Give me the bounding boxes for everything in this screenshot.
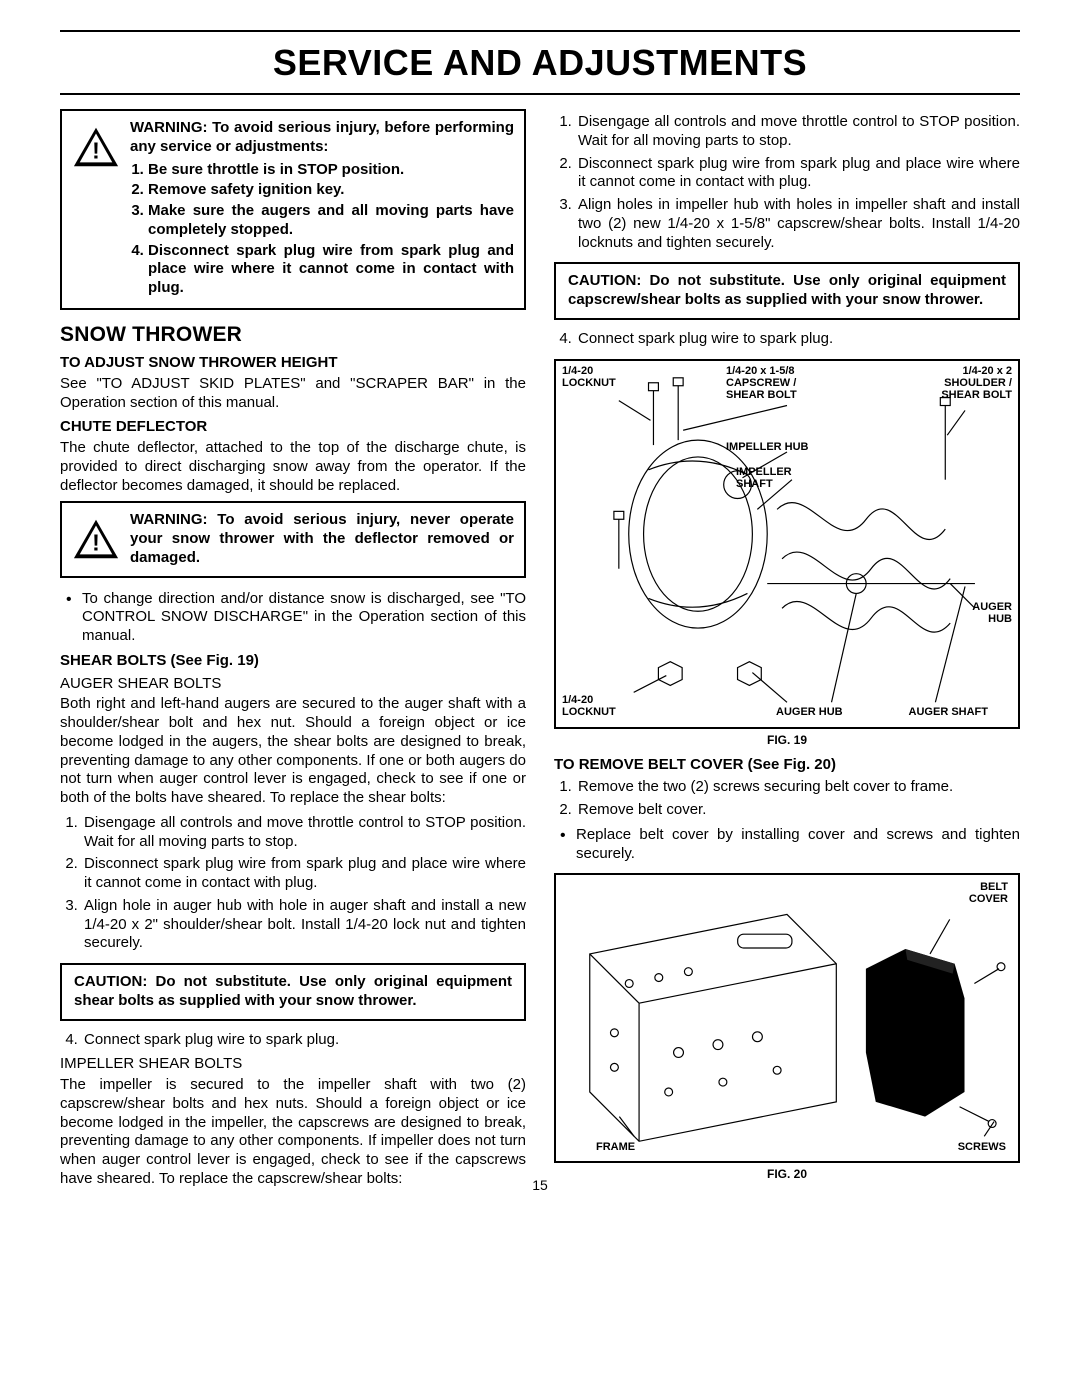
title-bottom-rule (60, 93, 1020, 95)
warning-main-box: ! WARNING: To avoid serious injury, befo… (60, 109, 526, 310)
step-item: Connect spark plug wire to spark plug. (576, 330, 1020, 349)
fig20-label-frame: FRAME (596, 1141, 635, 1153)
fig19-label-locknut-top: 1/4-20 LOCKNUT (562, 365, 616, 389)
warning-item: Make sure the augers and all moving part… (148, 202, 514, 240)
warning-item: Remove safety ignition key. (148, 181, 514, 200)
heading-shear-bolts: SHEAR BOLTS (See Fig. 19) (60, 652, 526, 671)
caution-auger-box: CAUTION: Do not substitute. Use only ori… (60, 963, 526, 1021)
warning-main-body: WARNING: To avoid serious injury, before… (130, 119, 514, 300)
auger-shear-body: Both right and left-hand augers are secu… (60, 695, 526, 808)
step-item: Connect spark plug wire to spark plug. (82, 1031, 526, 1050)
fig19-label-shoulder: 1/4-20 x 2 SHOULDER / SHEAR BOLT (941, 365, 1012, 401)
caution-impeller-box: CAUTION: Do not substitute. Use only ori… (554, 262, 1020, 320)
auger-step4-list: Connect spark plug wire to spark plug. (82, 1031, 526, 1050)
heading-belt-cover: TO REMOVE BELT COVER (See Fig. 20) (554, 756, 1020, 775)
section-snow-thrower: Snow Thrower (60, 322, 526, 348)
fig19-caption: FIG. 19 (554, 733, 1020, 748)
page-title: Service And Adjustments (60, 36, 1020, 87)
impeller-shear-body: The impeller is secured to the impeller … (60, 1076, 526, 1189)
warning-deflector-text: WARNING: To avoid serious injury, never … (130, 511, 514, 567)
figure-19-box: 1/4-20 LOCKNUT 1/4-20 x 1-5/8 CAPSCREW /… (554, 359, 1020, 729)
step-item: Disengage all controls and move throttle… (82, 814, 526, 852)
body-adjust-height: See "TO ADJUST SKID PLATES" and "SCRAPER… (60, 375, 526, 413)
two-column-layout: ! WARNING: To avoid serious injury, befo… (60, 109, 1020, 1195)
warning-item: Be sure throttle is in STOP position. (148, 161, 514, 180)
fig19-label-capscrew: 1/4-20 x 1-5/8 CAPSCREW / SHEAR BOLT (726, 365, 797, 401)
figure-20-drawing (556, 875, 1018, 1161)
belt-cover-bullet: Replace belt cover by installing cover a… (554, 826, 1020, 864)
fig19-label-impeller-shaft: IMPELLER SHAFT (736, 466, 792, 490)
step-item: Disconnect spark plug wire from spark pl… (82, 855, 526, 893)
fig19-label-locknut-bot: 1/4-20 LOCKNUT (562, 694, 616, 718)
warning-triangle-icon: ! (72, 517, 120, 561)
fig19-label-auger-hub-b: AUGER HUB (776, 706, 843, 718)
figure-20-box: BELT COVER FRAME SCREWS (554, 873, 1020, 1163)
fig19-label-auger-shaft: AUGER SHAFT (909, 706, 988, 718)
impeller-shear-title: IMPELLER SHEAR BOLTS (60, 1055, 526, 1074)
step-item: Align hole in auger hub with hole in aug… (82, 897, 526, 953)
impeller-steps: Disengage all controls and move throttle… (576, 113, 1020, 252)
body-chute-deflector: The chute deflector, attached to the top… (60, 439, 526, 495)
step-item: Disconnect spark plug wire from spark pl… (576, 155, 1020, 193)
auger-shear-title: AUGER SHEAR BOLTS (60, 675, 526, 694)
figure-19-drawing (556, 361, 1018, 727)
fig20-label-belt-cover: BELT COVER (969, 881, 1008, 905)
step-item: Remove the two (2) screws securing belt … (576, 778, 1020, 797)
step-item: Remove belt cover. (576, 801, 1020, 820)
left-column: ! WARNING: To avoid serious injury, befo… (60, 109, 526, 1195)
step-item: Disengage all controls and move throttle… (576, 113, 1020, 151)
fig20-caption: FIG. 20 (554, 1167, 1020, 1182)
right-column: Disengage all controls and move throttle… (554, 109, 1020, 1195)
impeller-step4-list: Connect spark plug wire to spark plug. (576, 330, 1020, 349)
top-rule (60, 30, 1020, 32)
warning-main-lead: WARNING: To avoid serious injury, before… (130, 119, 514, 157)
step-item: Align holes in impeller hub with holes i… (576, 196, 1020, 252)
warning-item: Disconnect spark plug wire from spark pl… (148, 242, 514, 298)
warning-triangle-icon: ! (72, 125, 120, 169)
discharge-bullet-list: To change direction and/or distance snow… (60, 590, 526, 646)
auger-steps: Disengage all controls and move throttle… (82, 814, 526, 953)
svg-text:!: ! (92, 530, 100, 556)
svg-text:!: ! (92, 138, 100, 164)
fig19-label-impeller-hub: IMPELLER HUB (726, 441, 809, 453)
heading-adjust-height: To Adjust Snow Thrower Height (60, 354, 526, 373)
belt-cover-steps: Remove the two (2) screws securing belt … (576, 778, 1020, 820)
belt-cover-bullets: Replace belt cover by installing cover a… (554, 826, 1020, 864)
fig20-label-screws: SCREWS (958, 1141, 1006, 1153)
fig19-label-auger-hub-r: AUGER HUB (972, 601, 1012, 625)
warning-main-list: Be sure throttle is in STOP position. Re… (148, 161, 514, 298)
heading-chute-deflector: Chute Deflector (60, 418, 526, 437)
warning-deflector-box: ! WARNING: To avoid serious injury, neve… (60, 501, 526, 577)
discharge-bullet: To change direction and/or distance snow… (60, 590, 526, 646)
